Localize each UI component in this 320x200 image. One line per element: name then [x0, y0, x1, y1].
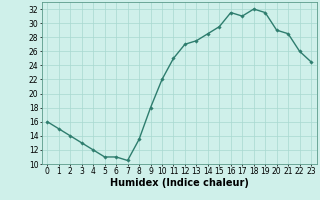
X-axis label: Humidex (Indice chaleur): Humidex (Indice chaleur) — [110, 178, 249, 188]
